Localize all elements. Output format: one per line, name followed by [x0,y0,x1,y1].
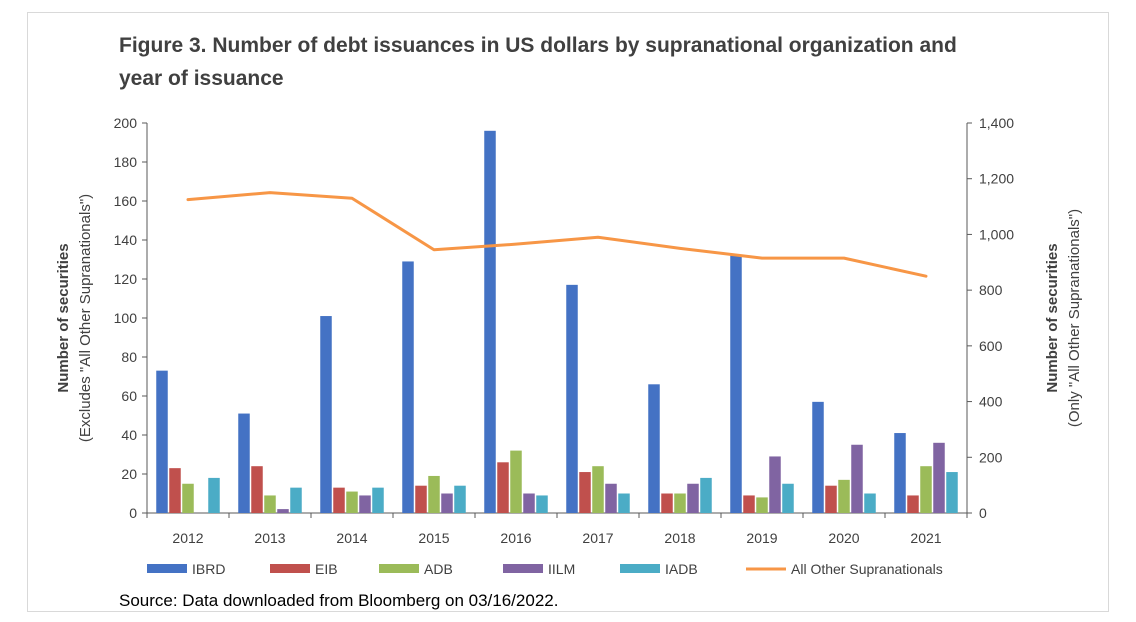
bar-ibrd [730,255,742,513]
bar-adb [346,491,358,513]
bar-eib [415,485,427,513]
bar-ibrd [812,401,824,513]
bar-ibrd [566,284,578,513]
legend-label: ADB [424,561,453,577]
bar-ibrd [484,130,496,514]
line-all-other-supranationals [186,191,928,278]
bar-iilm [277,509,289,513]
right-tick-label: 0 [979,505,987,521]
right-axis-subtitle: (Only "All Other Supranationals") [1066,209,1083,427]
legend-swatch [503,564,543,573]
legend-label: EIB [315,561,338,577]
bar-iadb [782,483,794,513]
right-tick-label: 1,200 [979,171,1014,187]
left-tick-label: 60 [121,388,137,404]
bar-adb [428,475,440,513]
bar-adb [592,466,604,513]
bar-ibrd [238,413,250,513]
bar-iadb [290,487,302,513]
bar-iadb [208,477,220,513]
x-tick-label: 2018 [664,530,695,546]
bar-eib [169,468,181,513]
bar-adb [674,493,686,513]
left-tick-label: 180 [114,154,138,170]
bar-eib [825,485,837,513]
bar-iilm [441,493,453,513]
x-tick-label: 2015 [418,530,449,546]
legend-swatch [147,564,187,573]
x-tick-label: 2019 [746,530,777,546]
bar-ibrd [402,261,414,513]
bar-ibrd [648,384,660,513]
legend-label: IILM [548,561,575,577]
right-tick-label: 400 [979,394,1003,410]
left-tick-label: 200 [114,115,138,131]
bar-iilm [769,456,781,513]
right-axis-title: Number of securities [1044,243,1061,392]
left-axis-subtitle: (Excludes "All Other Supranationals") [77,194,94,442]
bar-adb [920,466,932,513]
bar-iilm [605,483,617,513]
bar-iadb [618,493,630,513]
bar-iadb [864,493,876,513]
left-tick-label: 40 [121,427,137,443]
bar-eib [907,495,919,513]
bar-adb [756,497,768,513]
bar-ibrd [320,316,332,513]
bar-ibrd [894,433,906,513]
bar-eib [579,472,591,513]
bar-eib [251,466,263,513]
x-tick-label: 2017 [582,530,613,546]
left-tick-label: 120 [114,271,138,287]
x-tick-label: 2012 [172,530,203,546]
left-axis-title: Number of securities [55,243,72,392]
source-note: Source: Data downloaded from Bloomberg o… [119,591,559,610]
x-tick-label: 2014 [336,530,367,546]
right-tick-label: 600 [979,338,1003,354]
bar-iadb [700,477,712,513]
right-tick-label: 800 [979,282,1003,298]
legend-swatch [620,564,660,573]
bar-iadb [454,485,466,513]
chart-title: Figure 3. Number of debt issuances in US… [119,34,957,90]
left-tick-label: 0 [129,505,137,521]
x-tick-label: 2020 [828,530,859,546]
left-tick-label: 20 [121,466,137,482]
legend-label: All Other Supranationals [791,561,943,577]
legend-label: IBRD [192,561,225,577]
right-tick-label: 1,000 [979,226,1014,242]
bar-eib [333,487,345,513]
bar-ibrd [156,370,168,513]
x-tick-label: 2016 [500,530,531,546]
bar-eib [743,495,755,513]
bar-iilm [523,493,535,513]
bar-adb [182,483,194,513]
bar-iadb [946,472,958,513]
left-tick-label: 140 [114,232,138,248]
left-tick-label: 100 [114,310,138,326]
legend-swatch [270,564,310,573]
left-tick-label: 160 [114,193,138,209]
bar-iilm [687,483,699,513]
bar-eib [497,462,509,513]
bar-iilm [359,495,371,513]
legend-swatch [379,564,419,573]
bar-iadb [536,495,548,513]
right-tick-label: 200 [979,449,1003,465]
bar-eib [661,493,673,513]
bar-adb [838,479,850,513]
bar-iilm [933,442,945,513]
legend-label: IADB [665,561,698,577]
x-tick-label: 2013 [254,530,285,546]
right-tick-label: 1,400 [979,115,1014,131]
bar-adb [264,495,276,513]
x-tick-label: 2021 [910,530,941,546]
left-tick-label: 80 [121,349,137,365]
bar-adb [510,450,522,513]
bar-iilm [851,444,863,513]
bar-iadb [372,487,384,513]
